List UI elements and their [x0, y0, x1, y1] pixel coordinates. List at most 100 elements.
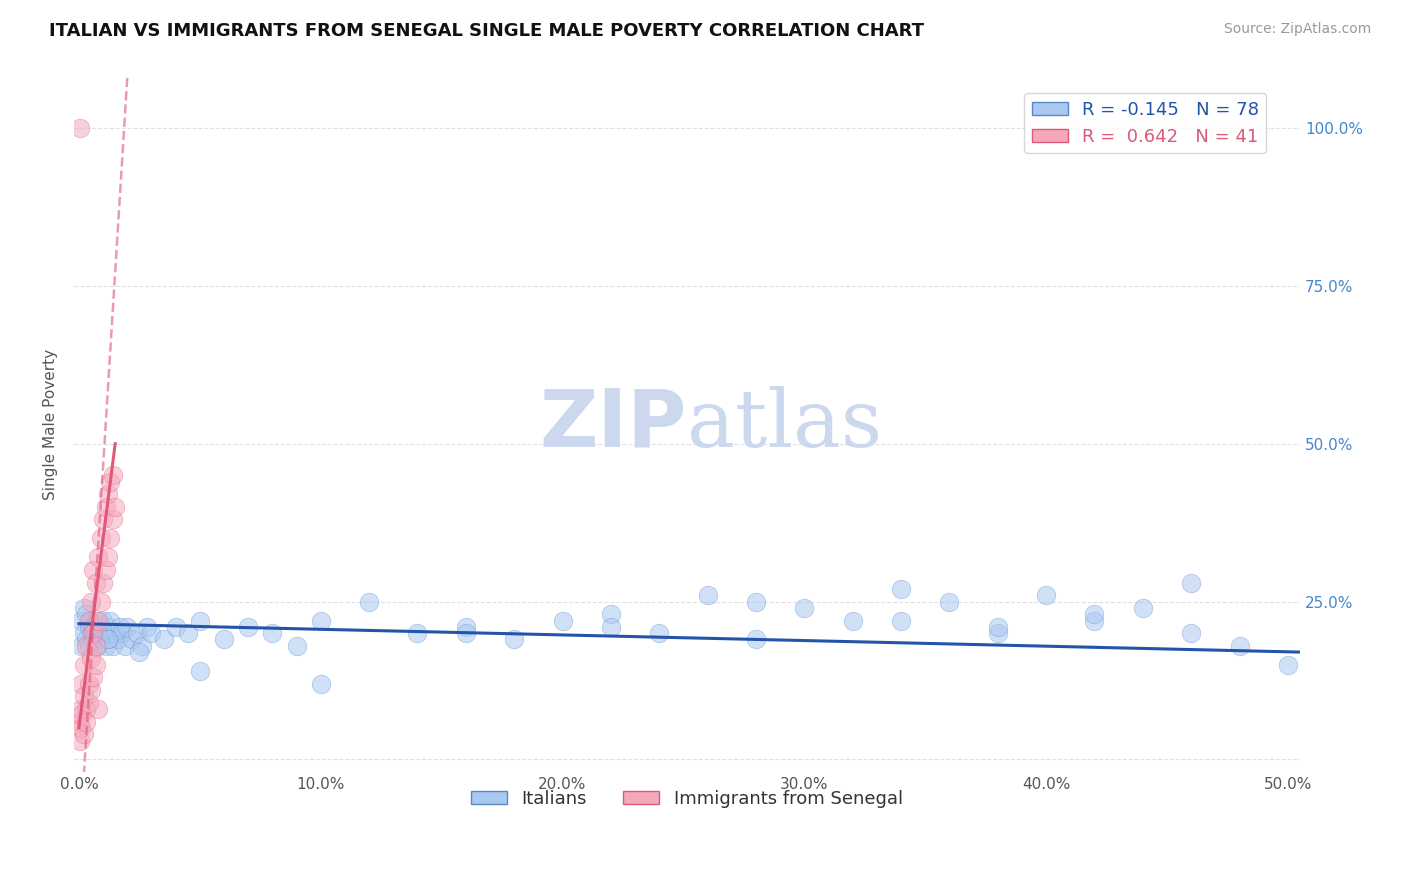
Point [98, 614, 121, 628]
Point [69, 733, 91, 747]
Point [70, 614, 93, 628]
Point [84, 626, 107, 640]
Point [91, 614, 114, 628]
Point [125, 626, 148, 640]
Point [77, 614, 100, 628]
Point [80, 594, 103, 608]
Point [1083, 607, 1105, 622]
Point [73, 727, 96, 741]
Point [77, 676, 100, 690]
Point [128, 645, 150, 659]
Point [84, 614, 107, 628]
Point [94, 639, 117, 653]
Point [73, 690, 96, 704]
Point [87, 550, 110, 565]
Point [188, 664, 211, 678]
Point [82, 620, 104, 634]
Point [212, 632, 235, 647]
Point [91, 626, 114, 640]
Point [94, 563, 117, 577]
Point [87, 639, 110, 653]
Point [87, 614, 110, 628]
Point [84, 639, 107, 653]
Point [135, 620, 157, 634]
Legend: Italians, Immigrants from Senegal: Italians, Immigrants from Senegal [464, 782, 910, 815]
Point [82, 563, 104, 577]
Point [77, 620, 100, 634]
Point [82, 670, 104, 684]
Point [165, 620, 187, 634]
Point [73, 600, 96, 615]
Point [70, 708, 93, 723]
Point [75, 639, 97, 653]
Point [745, 632, 768, 647]
Point [1277, 657, 1299, 672]
Point [75, 702, 97, 716]
Point [188, 614, 211, 628]
Point [454, 626, 477, 640]
Point [152, 632, 174, 647]
Text: atlas: atlas [688, 385, 882, 464]
Point [648, 626, 671, 640]
Point [73, 657, 96, 672]
Point [599, 620, 621, 634]
Point [82, 626, 104, 640]
Text: ZIP: ZIP [540, 385, 688, 464]
Point [80, 651, 103, 665]
Point [69, 120, 91, 135]
Point [117, 620, 139, 634]
Point [359, 594, 381, 608]
Point [70, 639, 93, 653]
Point [1035, 588, 1057, 602]
Point [91, 512, 114, 526]
Point [69, 714, 91, 729]
Point [90, 632, 112, 647]
Point [696, 588, 718, 602]
Point [94, 500, 117, 514]
Point [80, 683, 103, 698]
Point [131, 639, 153, 653]
Point [104, 626, 127, 640]
Point [114, 639, 136, 653]
Point [890, 614, 912, 628]
Point [94, 626, 117, 640]
Point [262, 626, 284, 640]
Point [406, 626, 429, 640]
Point [238, 620, 260, 634]
Point [1229, 639, 1251, 653]
Point [101, 639, 124, 653]
Point [1132, 600, 1154, 615]
Point [285, 639, 308, 653]
Point [177, 626, 200, 640]
Point [90, 594, 112, 608]
Point [503, 632, 526, 647]
Point [90, 532, 112, 546]
Point [97, 632, 120, 647]
Point [97, 487, 120, 501]
Point [141, 626, 163, 640]
Point [70, 676, 93, 690]
Point [121, 632, 143, 647]
Point [987, 626, 1010, 640]
Point [70, 721, 93, 735]
Point [745, 594, 768, 608]
Point [75, 607, 97, 622]
Point [309, 676, 332, 690]
Point [75, 714, 97, 729]
Point [84, 657, 107, 672]
Point [890, 582, 912, 596]
Point [1180, 626, 1202, 640]
Point [104, 500, 127, 514]
Point [454, 620, 477, 634]
Point [108, 620, 131, 634]
Text: Source: ZipAtlas.com: Source: ZipAtlas.com [1223, 22, 1371, 37]
Point [77, 696, 100, 710]
Point [98, 626, 121, 640]
Point [793, 600, 815, 615]
Point [1083, 614, 1105, 628]
Point [111, 626, 134, 640]
Point [90, 620, 112, 634]
Point [97, 620, 120, 634]
Y-axis label: Single Male Poverty: Single Male Poverty [44, 349, 58, 500]
Point [841, 614, 863, 628]
